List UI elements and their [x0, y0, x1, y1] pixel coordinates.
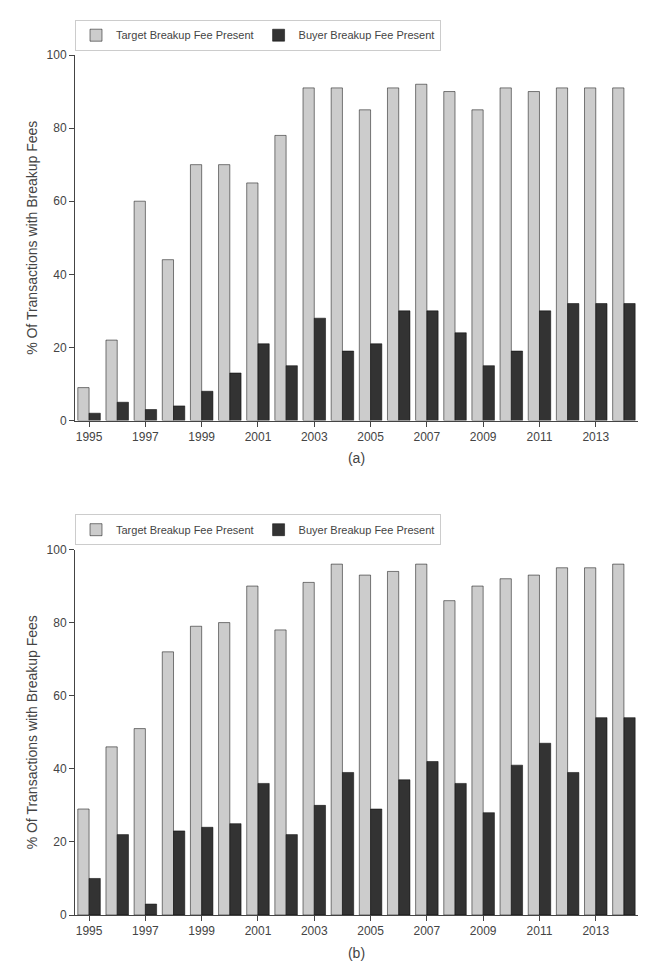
svg-text:Buyer Breakup Fee Present: Buyer Breakup Fee Present	[299, 29, 435, 41]
svg-text:60: 60	[53, 194, 67, 208]
svg-text:(b): (b)	[348, 945, 365, 961]
svg-text:1995: 1995	[76, 924, 103, 938]
svg-text:80: 80	[53, 121, 67, 135]
svg-text:1999: 1999	[188, 924, 215, 938]
svg-text:% Of Transactions with Breakup: % Of Transactions with Breakup Fees	[24, 615, 40, 849]
svg-text:0: 0	[60, 414, 67, 428]
svg-text:0: 0	[60, 908, 67, 922]
svg-text:2005: 2005	[357, 924, 384, 938]
svg-text:% Of Transactions with Breakup: % Of Transactions with Breakup Fees	[24, 121, 40, 355]
svg-text:2003: 2003	[301, 924, 328, 938]
svg-text:80: 80	[53, 616, 67, 630]
svg-text:(a): (a)	[348, 450, 365, 466]
svg-text:100: 100	[47, 48, 67, 62]
svg-text:2001: 2001	[245, 924, 272, 938]
svg-text:20: 20	[53, 835, 67, 849]
svg-text:2011: 2011	[527, 924, 553, 938]
svg-text:2003: 2003	[301, 430, 328, 444]
svg-text:2009: 2009	[470, 430, 497, 444]
svg-text:1995: 1995	[76, 430, 103, 444]
svg-text:100: 100	[47, 543, 67, 557]
svg-text:1997: 1997	[132, 430, 159, 444]
svg-text:2009: 2009	[470, 924, 497, 938]
svg-text:20: 20	[53, 341, 67, 355]
svg-text:40: 40	[53, 762, 67, 776]
svg-text:1997: 1997	[132, 924, 159, 938]
svg-text:2013: 2013	[582, 924, 609, 938]
svg-text:40: 40	[53, 268, 67, 282]
svg-text:2011: 2011	[527, 430, 553, 444]
svg-text:2001: 2001	[245, 430, 272, 444]
svg-text:Buyer Breakup Fee Present: Buyer Breakup Fee Present	[299, 524, 435, 536]
svg-text:1999: 1999	[188, 430, 215, 444]
svg-text:Target Breakup Fee Present: Target Breakup Fee Present	[116, 524, 254, 536]
svg-text:2013: 2013	[582, 430, 609, 444]
svg-text:Target Breakup Fee Present: Target Breakup Fee Present	[116, 29, 254, 41]
svg-text:60: 60	[53, 689, 67, 703]
svg-text:2005: 2005	[357, 430, 384, 444]
svg-text:2007: 2007	[414, 430, 441, 444]
svg-text:2007: 2007	[414, 924, 441, 938]
